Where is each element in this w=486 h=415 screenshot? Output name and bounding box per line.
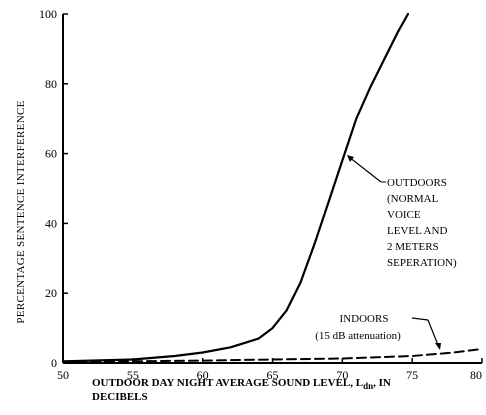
outdoors-leader-line bbox=[348, 156, 382, 183]
outdoors-annotation: OUTDOORS (NORMAL VOICE LEVEL AND 2 METER… bbox=[347, 155, 457, 269]
x-ticks: 50 55 60 65 70 75 80 bbox=[57, 358, 483, 382]
indoors-leader-line-2 bbox=[427, 319, 439, 346]
x-tick-label: 55 bbox=[127, 368, 139, 382]
x-tick-label: 50 bbox=[57, 368, 69, 382]
series-line-indoors bbox=[62, 348, 483, 363]
x-tick-label: 70 bbox=[336, 368, 348, 382]
x-axis-title-line2: DECIBELS bbox=[92, 391, 148, 403]
indoors-label-2: (15 dB attenuation) bbox=[315, 330, 401, 342]
series-layer bbox=[61, 12, 483, 363]
x-tick-label: 80 bbox=[470, 368, 482, 382]
y-ticks: 0 20 40 60 80 100 bbox=[39, 7, 68, 370]
indoors-annotation: INDOORS (15 dB attenuation) bbox=[315, 313, 441, 350]
y-tick-label: 0 bbox=[51, 356, 57, 370]
y-tick-label: 20 bbox=[45, 286, 57, 300]
x-tick-label: 65 bbox=[267, 368, 279, 382]
indoors-label-1: INDOORS bbox=[340, 313, 389, 325]
outdoors-label-6: SEPERATION) bbox=[387, 257, 457, 269]
y-tick-label: 80 bbox=[45, 77, 57, 91]
outdoors-label-4: LEVEL AND bbox=[387, 225, 447, 237]
y-tick-label: 100 bbox=[39, 7, 57, 21]
x-tick-label: 75 bbox=[406, 368, 418, 382]
indoors-leader-line bbox=[411, 317, 429, 321]
x-axis-title-main: OUTDOOR DAY NIGHT AVERAGE SOUND LEVEL, L bbox=[92, 377, 363, 389]
outdoors-label-5: 2 METERS bbox=[387, 241, 439, 253]
x-tick-label: 60 bbox=[197, 368, 209, 382]
series-line-outdoors bbox=[61, 12, 410, 363]
x-axis-title: OUTDOOR DAY NIGHT AVERAGE SOUND LEVEL, L… bbox=[92, 377, 391, 403]
outdoors-leader-arrow bbox=[347, 155, 354, 162]
y-tick-label: 40 bbox=[45, 216, 57, 230]
indoors-leader-arrow bbox=[435, 343, 441, 350]
x-axis-title-suffix: , IN bbox=[373, 377, 391, 389]
x-axis-title-line1: OUTDOOR DAY NIGHT AVERAGE SOUND LEVEL, L… bbox=[92, 377, 391, 391]
outdoors-label-2: (NORMAL bbox=[387, 193, 439, 205]
y-tick-label: 60 bbox=[45, 147, 57, 161]
x-axis-title-subscript: dn bbox=[363, 381, 373, 391]
outdoors-label-1: OUTDOORS bbox=[387, 177, 447, 189]
y-axis-title: PERCENTAGE SENTENCE INTERFERENCE bbox=[15, 100, 27, 323]
outdoors-label-3: VOICE bbox=[387, 209, 421, 221]
